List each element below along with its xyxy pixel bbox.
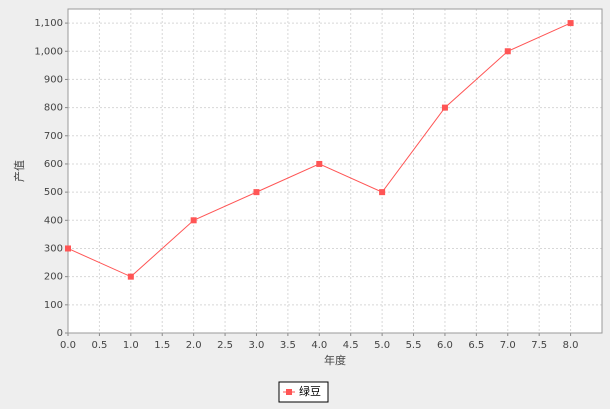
y-tick-label: 900 [44,74,63,85]
x-axis-label: 年度 [324,353,346,367]
data-point [65,245,71,252]
x-tick-label: 2.0 [186,340,202,351]
data-point [567,20,574,27]
legend-marker [286,389,292,395]
x-tick-label: 6.5 [468,340,484,351]
y-tick-label: 300 [44,243,63,254]
y-tick-label: 700 [44,131,63,142]
x-tick-label: 1.0 [123,340,139,351]
y-tick-label: 1,000 [34,46,63,57]
x-tick-label: 4.0 [311,340,327,351]
x-tick-label: 7.5 [531,340,547,351]
x-tick-label: 5.5 [406,340,422,351]
data-point [190,217,197,224]
data-point [441,104,448,111]
x-tick-label: 7.0 [500,340,516,351]
y-tick-label: 600 [44,159,63,170]
x-tick-label: 3.5 [280,340,296,351]
y-tick-label: 1,100 [34,18,63,29]
y-tick-label: 400 [44,215,63,226]
legend: 绿豆 [278,381,329,403]
x-tick-label: 4.5 [343,340,359,351]
data-point [379,189,386,196]
y-axis-label: 产值 [12,160,26,182]
data-point [316,160,323,167]
x-tick-label: 5.0 [374,340,390,351]
plot-border [67,8,603,334]
x-tick-label: 6.0 [437,340,453,351]
y-tick-label: 500 [44,187,63,198]
x-tick-label: 8.0 [563,340,579,351]
data-point [253,189,260,196]
x-tick-label: 1.5 [154,340,170,351]
y-tick-label: 800 [44,103,63,114]
y-tick-label: 200 [44,272,63,283]
y-tick-label: 100 [44,300,63,311]
y-tick-label: 0 [57,328,63,339]
x-tick-label: 2.5 [217,340,233,351]
x-tick-label: 0.0 [60,340,76,351]
data-point [127,273,134,280]
legend-label: 绿豆 [299,384,321,398]
data-point [504,48,511,55]
x-tick-label: 3.0 [249,340,265,351]
x-tick-label: 0.5 [91,340,107,351]
legend-box [278,381,329,403]
